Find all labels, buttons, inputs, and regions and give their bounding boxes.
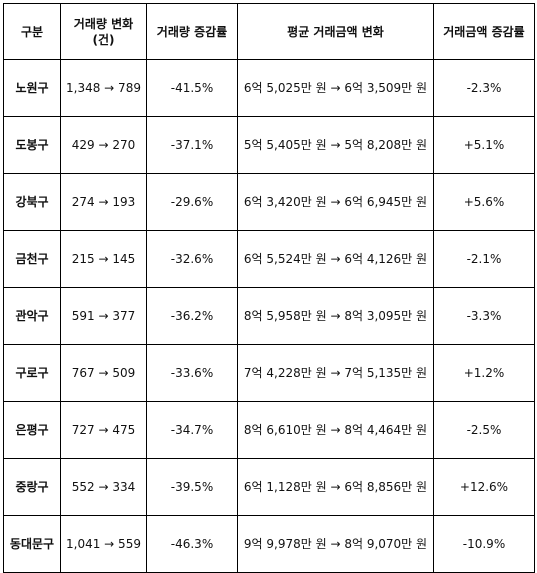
- cell-volume-change: 1,041 → 559: [60, 515, 147, 573]
- cell-district: 금천구: [3, 230, 61, 288]
- cell-price-rate: +5.6%: [433, 173, 535, 231]
- cell-volume-change: 215 → 145: [60, 230, 147, 288]
- cell-price-change: 9억 9,978만 원 → 8억 9,070만 원: [237, 515, 434, 573]
- table-row: 중랑구 552 → 334 -39.5% 6억 1,128만 원 → 6억 8,…: [3, 458, 535, 516]
- cell-district: 동대문구: [3, 515, 61, 573]
- cell-price-rate: +5.1%: [433, 116, 535, 174]
- cell-volume-rate: -29.6%: [146, 173, 238, 231]
- table-row: 구로구 767 → 509 -33.6% 7억 4,228만 원 → 7억 5,…: [3, 344, 535, 402]
- cell-volume-rate: -33.6%: [146, 344, 238, 402]
- cell-volume-change: 727 → 475: [60, 401, 147, 459]
- cell-volume-change: 591 → 377: [60, 287, 147, 345]
- cell-price-change: 6억 5,524만 원 → 6억 4,126만 원: [237, 230, 434, 288]
- cell-price-change: 6억 1,128만 원 → 6억 8,856만 원: [237, 458, 434, 516]
- cell-price-change: 5억 5,405만 원 → 5억 8,208만 원: [237, 116, 434, 174]
- cell-volume-rate: -32.6%: [146, 230, 238, 288]
- cell-price-rate: -2.3%: [433, 59, 535, 117]
- cell-price-change: 8억 6,610만 원 → 8억 4,464만 원: [237, 401, 434, 459]
- cell-district: 구로구: [3, 344, 61, 402]
- cell-volume-change: 1,348 → 789: [60, 59, 147, 117]
- cell-volume-rate: -36.2%: [146, 287, 238, 345]
- table-row: 동대문구 1,041 → 559 -46.3% 9억 9,978만 원 → 8억…: [3, 515, 535, 573]
- cell-volume-change: 767 → 509: [60, 344, 147, 402]
- cell-price-change: 7억 4,228만 원 → 7억 5,135만 원: [237, 344, 434, 402]
- cell-volume-rate: -39.5%: [146, 458, 238, 516]
- data-table: 구분 거래량 변화 (건) 거래량 증감률 평균 거래금액 변화 거래금액 증감…: [3, 3, 535, 573]
- cell-district: 관악구: [3, 287, 61, 345]
- cell-district: 도봉구: [3, 116, 61, 174]
- cell-price-change: 8억 5,958만 원 → 8억 3,095만 원: [237, 287, 434, 345]
- header-volume-rate: 거래량 증감률: [146, 3, 238, 60]
- table-row: 은평구 727 → 475 -34.7% 8억 6,610만 원 → 8억 4,…: [3, 401, 535, 459]
- cell-price-rate: -3.3%: [433, 287, 535, 345]
- cell-district: 은평구: [3, 401, 61, 459]
- cell-volume-change: 274 → 193: [60, 173, 147, 231]
- table-row: 도봉구 429 → 270 -37.1% 5억 5,405만 원 → 5억 8,…: [3, 116, 535, 174]
- cell-volume-change: 429 → 270: [60, 116, 147, 174]
- cell-volume-rate: -37.1%: [146, 116, 238, 174]
- table-row: 노원구 1,348 → 789 -41.5% 6억 5,025만 원 → 6억 …: [3, 59, 535, 117]
- header-district: 구분: [3, 3, 61, 60]
- table-row: 금천구 215 → 145 -32.6% 6억 5,524만 원 → 6억 4,…: [3, 230, 535, 288]
- header-price-change: 평균 거래금액 변화: [237, 3, 434, 60]
- header-price-rate: 거래금액 증감률: [433, 3, 535, 60]
- header-row: 구분 거래량 변화 (건) 거래량 증감률 평균 거래금액 변화 거래금액 증감…: [3, 3, 535, 60]
- cell-district: 중랑구: [3, 458, 61, 516]
- cell-district: 강북구: [3, 173, 61, 231]
- cell-price-rate: +12.6%: [433, 458, 535, 516]
- table-row: 강북구 274 → 193 -29.6% 6억 3,420만 원 → 6억 6,…: [3, 173, 535, 231]
- cell-volume-rate: -34.7%: [146, 401, 238, 459]
- cell-price-change: 6억 3,420만 원 → 6억 6,945만 원: [237, 173, 434, 231]
- header-volume-change: 거래량 변화 (건): [60, 3, 147, 60]
- cell-price-rate: -10.9%: [433, 515, 535, 573]
- cell-price-rate: -2.5%: [433, 401, 535, 459]
- table-row: 관악구 591 → 377 -36.2% 8억 5,958만 원 → 8억 3,…: [3, 287, 535, 345]
- cell-district: 노원구: [3, 59, 61, 117]
- cell-price-rate: -2.1%: [433, 230, 535, 288]
- cell-price-rate: +1.2%: [433, 344, 535, 402]
- cell-volume-change: 552 → 334: [60, 458, 147, 516]
- cell-volume-rate: -41.5%: [146, 59, 238, 117]
- cell-price-change: 6억 5,025만 원 → 6억 3,509만 원: [237, 59, 434, 117]
